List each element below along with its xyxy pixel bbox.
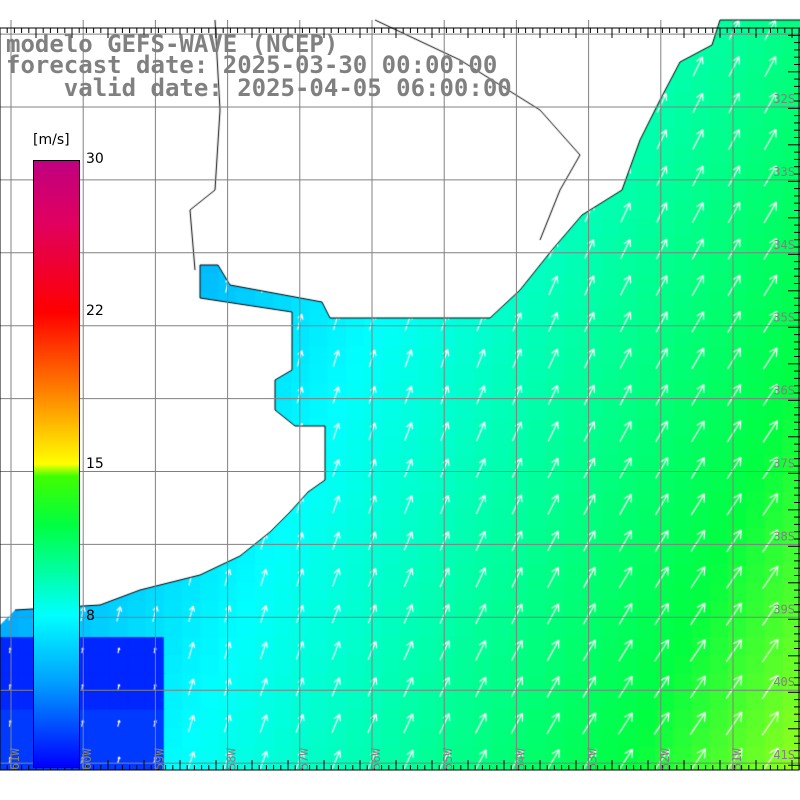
lat-label: 36S bbox=[773, 384, 795, 398]
lat-label: 33S bbox=[773, 165, 795, 179]
colorbar-label: 22 bbox=[86, 303, 104, 319]
lon-label: 56W bbox=[369, 748, 383, 770]
lat-label: 34S bbox=[773, 238, 795, 252]
lon-label: 59W bbox=[152, 748, 166, 770]
map-frame bbox=[0, 27, 800, 771]
lon-label: 51W bbox=[730, 748, 744, 770]
colorbar-label: 15 bbox=[86, 456, 104, 472]
colorbar-label: 30 bbox=[86, 151, 104, 167]
lon-label: 57W bbox=[297, 748, 311, 770]
lat-label: 32S bbox=[773, 92, 795, 106]
colorbar bbox=[33, 160, 80, 768]
lon-label: 53W bbox=[586, 748, 600, 770]
lon-label: 54W bbox=[513, 748, 527, 770]
lon-label: 61W bbox=[8, 748, 22, 770]
lon-label: 52W bbox=[658, 748, 672, 770]
lat-label: 39S bbox=[773, 602, 795, 616]
title-forecast-date: forecast date: 2025-03-30 00:00:00 bbox=[6, 51, 498, 79]
lon-label: 55W bbox=[441, 748, 455, 770]
title-model: modelo GEFS-WAVE (NCEP) bbox=[6, 30, 339, 58]
lon-label: 60W bbox=[80, 748, 94, 770]
lat-label: 41S bbox=[773, 748, 795, 762]
colorbar-unit: [m/s] bbox=[33, 132, 70, 148]
lat-label: 35S bbox=[773, 311, 795, 325]
lat-label: 37S bbox=[773, 457, 795, 471]
lat-label: 40S bbox=[773, 675, 795, 689]
lat-label: 38S bbox=[773, 529, 795, 543]
lon-label: 58W bbox=[225, 748, 239, 770]
colorbar-label: 8 bbox=[86, 608, 95, 624]
title-valid-date: valid date: 2025-04-05 06:00:00 bbox=[6, 74, 512, 102]
